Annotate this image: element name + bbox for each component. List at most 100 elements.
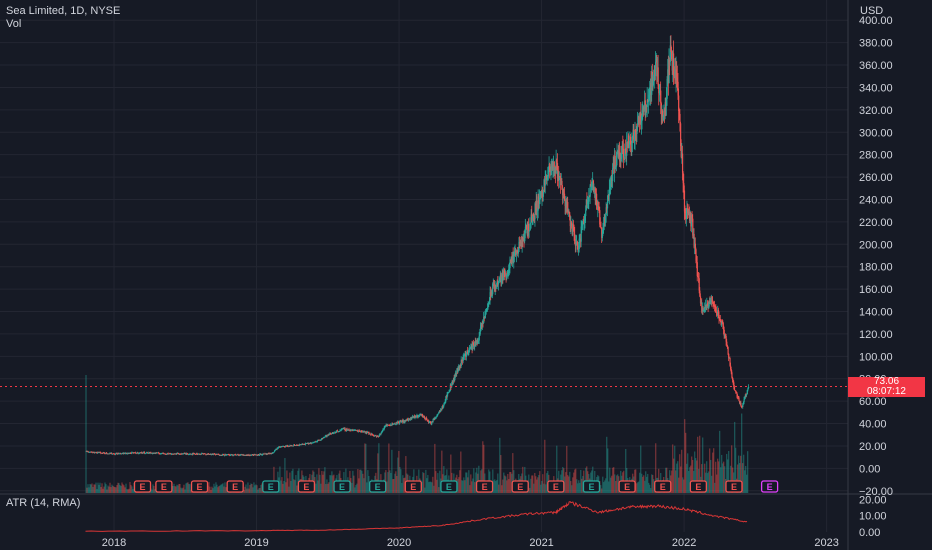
volume-bar [577,483,579,493]
candle-body [734,390,736,391]
earnings-marker[interactable]: E [226,480,244,493]
volume-bar [284,458,286,493]
earnings-marker[interactable]: E [155,480,173,493]
earnings-marker[interactable]: E [725,480,743,493]
candle-body [279,446,282,448]
candle-body [352,429,354,431]
candle-body [656,67,659,77]
volume-bar [110,487,112,493]
candle-body [492,283,494,295]
candle-body [708,300,711,304]
volume-bar [423,473,425,493]
candle-body [404,420,406,423]
candle-body [333,433,335,434]
candle-body [304,444,306,445]
candle-body [351,429,353,431]
candle-body [601,227,603,238]
candle-body [299,444,301,446]
candle-body [301,444,303,446]
candle-body [374,435,376,437]
earnings-marker[interactable]: E [582,480,601,493]
volume-bar [510,472,512,493]
candle-body [356,430,358,432]
candle-body [686,208,688,214]
earnings-marker[interactable]: E [511,480,529,493]
candle-body [554,167,557,174]
earnings-marker[interactable]: E [475,480,494,493]
volume-bar [713,448,715,493]
candle-body [444,401,446,403]
candle-body [400,420,402,423]
earnings-marker[interactable]: E [689,480,708,493]
volume-bar [726,453,728,493]
candle-body [174,453,176,455]
volume-bar [246,488,248,493]
candle-body [417,415,419,418]
volume-bar [324,467,326,493]
earnings-marker[interactable]: E [654,480,672,493]
candle-body [428,421,430,423]
price-candles [85,35,750,457]
candle-body [191,453,193,455]
earnings-marker[interactable]: E [369,480,387,493]
candle-body [120,453,122,455]
symbol-legend[interactable]: Sea Limited, 1D, NYSE [6,5,121,17]
candle-body [664,102,666,112]
earnings-marker[interactable]: E [440,480,458,493]
candle-body [542,191,544,197]
candle-body [208,453,210,455]
candle-body [87,451,89,453]
earnings-label: E [660,482,666,492]
earnings-marker[interactable]: E [190,480,209,493]
volume-bar [402,475,404,493]
candle-body [394,423,396,425]
volume-bar [532,475,534,493]
earnings-marker[interactable]: E [133,480,152,493]
candle-body [560,180,562,186]
candle-body [516,250,518,252]
earnings-marker[interactable]: E [618,480,636,493]
candle-body [489,292,491,301]
candle-body [98,452,100,454]
candle-body [573,230,575,235]
volume-bar [424,487,426,493]
candle-body [483,316,485,323]
candle-body [209,454,211,455]
candle-body [594,188,596,201]
candle-body [672,53,674,71]
earnings-marker[interactable]: E [333,480,351,493]
volume-legend[interactable]: Vol [6,18,22,30]
candle-body [590,185,592,187]
volume-bar [355,485,357,493]
earnings-marker[interactable]: E [262,480,280,493]
candle-body [558,171,560,181]
earnings-marker[interactable]: E [297,480,316,493]
candle-body [495,284,497,287]
earnings-marker[interactable]: E [760,480,779,493]
candle-body [195,453,198,455]
atr-legend[interactable]: ATR (14, RMA) [6,497,81,509]
candle-body [655,61,657,77]
candle-body [462,357,464,362]
candle-body [402,420,404,423]
candle-body [123,452,125,454]
volume-bar [679,454,681,493]
candle-body [143,452,146,454]
volume-bar [674,445,676,493]
candle-body [519,241,521,244]
candle-body [320,438,323,440]
candle-body [633,129,635,142]
candle-body [653,69,655,78]
candle-body [154,452,156,454]
earnings-marker[interactable]: E [547,480,565,493]
candle-body [304,443,307,445]
candle-body [216,453,219,455]
candle-body [260,453,262,455]
earnings-marker[interactable]: E [404,480,422,493]
candle-body [277,447,280,449]
candle-body [245,455,247,456]
candle-body [234,454,237,456]
candle-body [197,453,199,455]
